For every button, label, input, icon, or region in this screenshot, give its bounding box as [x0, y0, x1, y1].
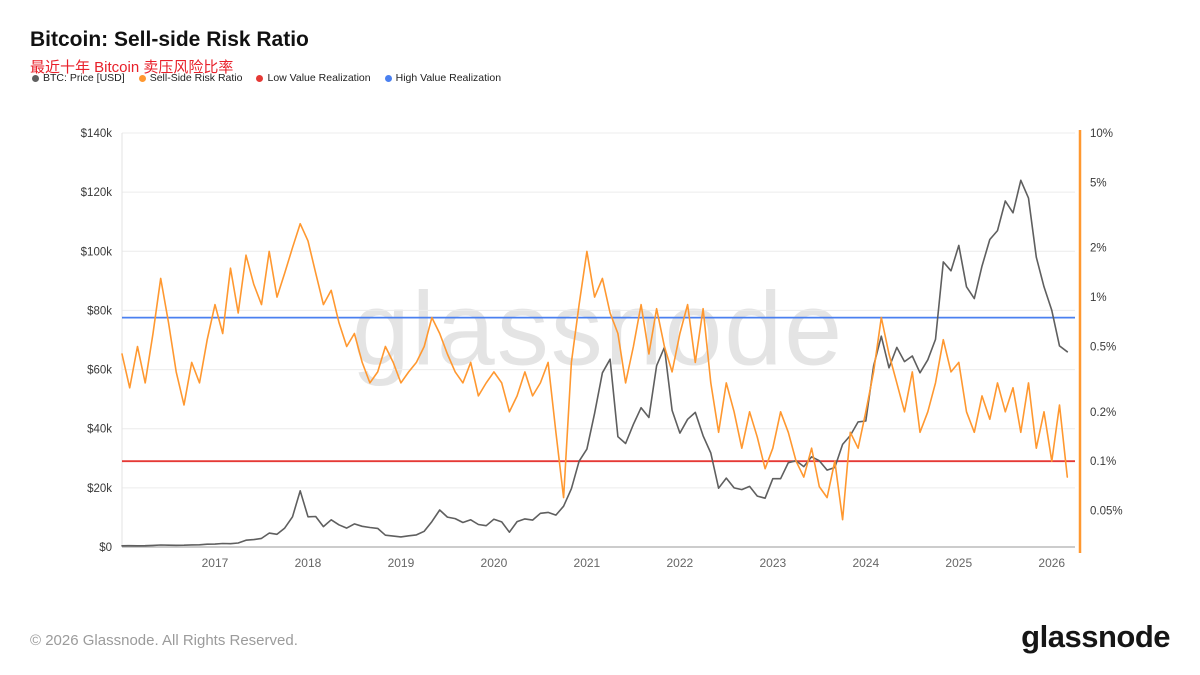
x-axis-tick-label: 2017	[202, 556, 229, 570]
copyright-text: © 2026 Glassnode. All Rights Reserved.	[30, 632, 298, 649]
left-axis-tick-label: $100k	[81, 246, 113, 258]
legend-item: Low Value Realization	[256, 72, 371, 84]
legend-dot-icon	[32, 74, 39, 82]
x-axis-tick-label: 2018	[295, 556, 322, 570]
legend-dot-icon	[384, 74, 392, 82]
left-axis-tick-label: $20k	[87, 483, 112, 495]
left-axis-tick-label: $40k	[87, 424, 112, 436]
page-subtitle: 最近十年 Bitcoin 卖压风险比率	[30, 59, 234, 76]
right-axis-tick-label: 0.2%	[1090, 407, 1116, 419]
series-line-btc-price-usd-	[121, 179, 1069, 547]
legend-dot-icon	[138, 74, 146, 82]
right-axis-tick-label: 1%	[1090, 292, 1107, 304]
x-axis-tick-label: 2020	[481, 556, 508, 570]
right-axis-tick-label: 2%	[1090, 243, 1107, 255]
legend-label: Low Value Realization	[267, 72, 371, 84]
left-axis-tick-label: $120k	[81, 187, 113, 199]
x-axis-tick-label: 2019	[388, 556, 415, 570]
left-axis-tick-label: $0	[99, 542, 112, 554]
legend: BTC: Price [USD] Sell-Side Risk Ratio Low …	[32, 72, 501, 84]
x-axis-tick-label: 2024	[852, 556, 879, 570]
right-axis-tick-label: 0.1%	[1090, 456, 1116, 468]
legend-item: Sell-Side Risk Ratio	[138, 72, 243, 84]
right-axis-tick-label: 5%	[1090, 177, 1107, 189]
legend-label: High Value Realization	[395, 72, 502, 84]
left-axis-tick-label: $60k	[87, 365, 112, 377]
glassnode-logo: glassnode	[1021, 619, 1170, 654]
legend-label: BTC: Price [USD]	[43, 72, 125, 84]
x-axis-tick-label: 2026	[1038, 556, 1065, 570]
series-line-sell-side-risk-ratio	[121, 222, 1069, 521]
left-axis-tick-label: $140k	[81, 128, 113, 140]
left-axis-tick-label: $80k	[87, 305, 112, 317]
x-axis-tick-label: 2022	[667, 556, 694, 570]
right-axis-tick-label: 0.05%	[1090, 506, 1123, 518]
x-axis-tick-label: 2025	[945, 556, 972, 570]
legend-label: Sell-Side Risk Ratio	[149, 72, 243, 84]
page-title: Bitcoin: Sell-side Risk Ratio	[30, 28, 309, 51]
right-axis-tick-label: 0.5%	[1090, 341, 1116, 353]
legend-item: High Value Realization	[384, 72, 502, 84]
right-axis-tick-label: 10%	[1090, 128, 1113, 140]
x-axis-tick-label: 2023	[759, 556, 786, 570]
x-axis-tick-label: 2021	[574, 556, 601, 570]
legend-dot-icon	[256, 74, 264, 82]
legend-item: BTC: Price [USD]	[32, 72, 125, 84]
